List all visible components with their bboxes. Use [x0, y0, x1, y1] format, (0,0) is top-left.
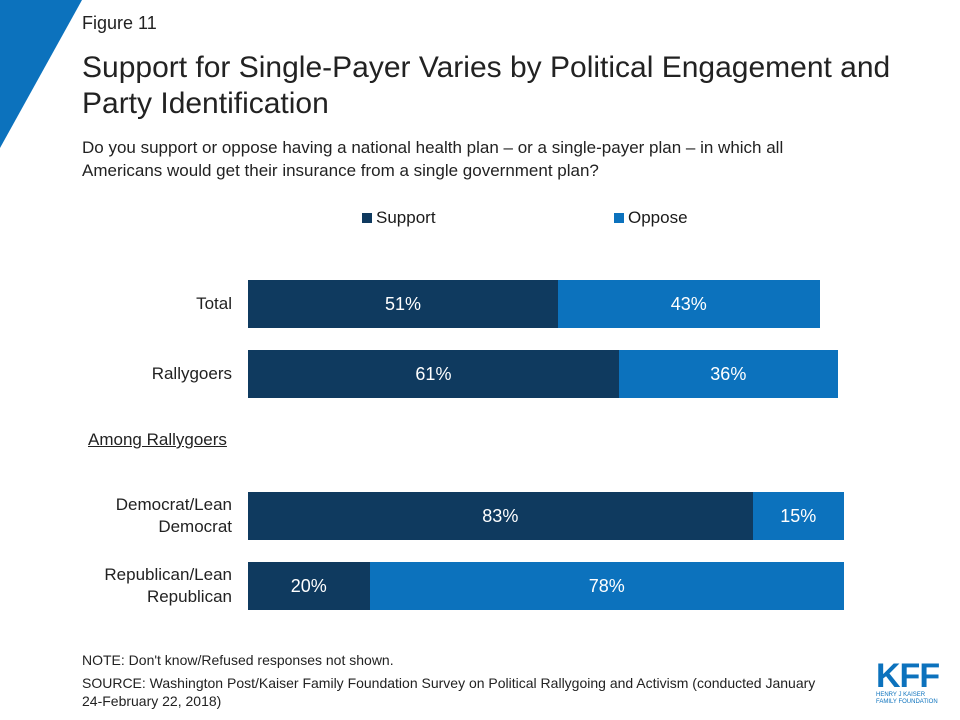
- group-heading: Among Rallygoers: [88, 430, 227, 449]
- corner-accent-shape: [0, 0, 82, 148]
- data-label-support-democrat-lean-democrat: 83%: [482, 505, 519, 526]
- bar-support-rallygoers: 61%: [248, 350, 619, 398]
- category-label-line: Total: [196, 294, 232, 313]
- data-label-oppose-total: 43%: [670, 293, 707, 314]
- source-text: SOURCE: Washington Post/Kaiser Family Fo…: [82, 675, 816, 709]
- kff-logo: KFF HENRY J KAISER FAMILY FOUNDATION: [876, 657, 946, 706]
- logo-line-1: HENRY J KAISER: [876, 692, 926, 698]
- bar-row-republican-lean-republican: 20% 78%: [248, 562, 844, 610]
- bar-support-republican-lean-republican: 20%: [248, 562, 370, 610]
- category-label-rallygoers: Rallygoers: [152, 363, 232, 385]
- category-label-line: Republican/Lean: [104, 565, 232, 584]
- bar-oppose-total: 43%: [558, 280, 820, 328]
- bar-oppose-rallygoers: 36%: [618, 350, 838, 398]
- data-label-oppose-rallygoers: 36%: [710, 363, 747, 384]
- chart-legend: Support Oppose: [0, 208, 960, 230]
- category-label-total: Total: [196, 293, 232, 315]
- category-label-line: Democrat: [158, 517, 232, 536]
- legend-swatch-support: [362, 213, 372, 223]
- logo-wordmark: KFF: [876, 657, 940, 695]
- legend-label-support: Support: [376, 208, 436, 227]
- bar-row-rallygoers: 61% 36%: [248, 350, 838, 398]
- figure-label: Figure 11: [82, 13, 157, 33]
- data-label-support-rallygoers: 61%: [415, 363, 452, 384]
- legend-label-oppose: Oppose: [628, 208, 688, 227]
- chart-title: Support for Single-Payer Varies by Polit…: [82, 51, 891, 120]
- bar-support-total: 51%: [248, 280, 559, 328]
- bar-oppose-democrat-lean-democrat: 15%: [752, 492, 844, 540]
- data-label-support-total: 51%: [385, 293, 422, 314]
- data-label-oppose-republican-lean-republican: 78%: [588, 575, 625, 596]
- data-label-oppose-democrat-lean-democrat: 15%: [780, 505, 817, 526]
- category-label-line: Republican: [146, 587, 232, 606]
- bar-row-democrat-lean-democrat: 83% 15%: [248, 492, 844, 540]
- note-text: NOTE: Don't know/Refused responses not s…: [82, 652, 394, 668]
- legend-swatch-oppose: [614, 213, 624, 223]
- category-label-republican-lean-republican: Republican/Lean Republican: [104, 564, 232, 608]
- bar-row-total: 51% 43%: [248, 280, 820, 328]
- legend-item-oppose: Oppose: [614, 208, 688, 228]
- bar-support-democrat-lean-democrat: 83%: [248, 492, 753, 540]
- category-label-line: Democrat/Lean: [115, 495, 232, 514]
- data-label-support-republican-lean-republican: 20%: [290, 575, 327, 596]
- category-label-line: Rallygoers: [151, 364, 232, 383]
- bar-oppose-republican-lean-republican: 78%: [369, 562, 844, 610]
- category-label-democrat-lean-democrat: Democrat/Lean Democrat: [116, 494, 232, 538]
- chart-subtitle: Do you support or oppose having a nation…: [82, 138, 784, 180]
- legend-item-support: Support: [362, 208, 436, 228]
- logo-line-2: FAMILY FOUNDATION: [876, 699, 938, 705]
